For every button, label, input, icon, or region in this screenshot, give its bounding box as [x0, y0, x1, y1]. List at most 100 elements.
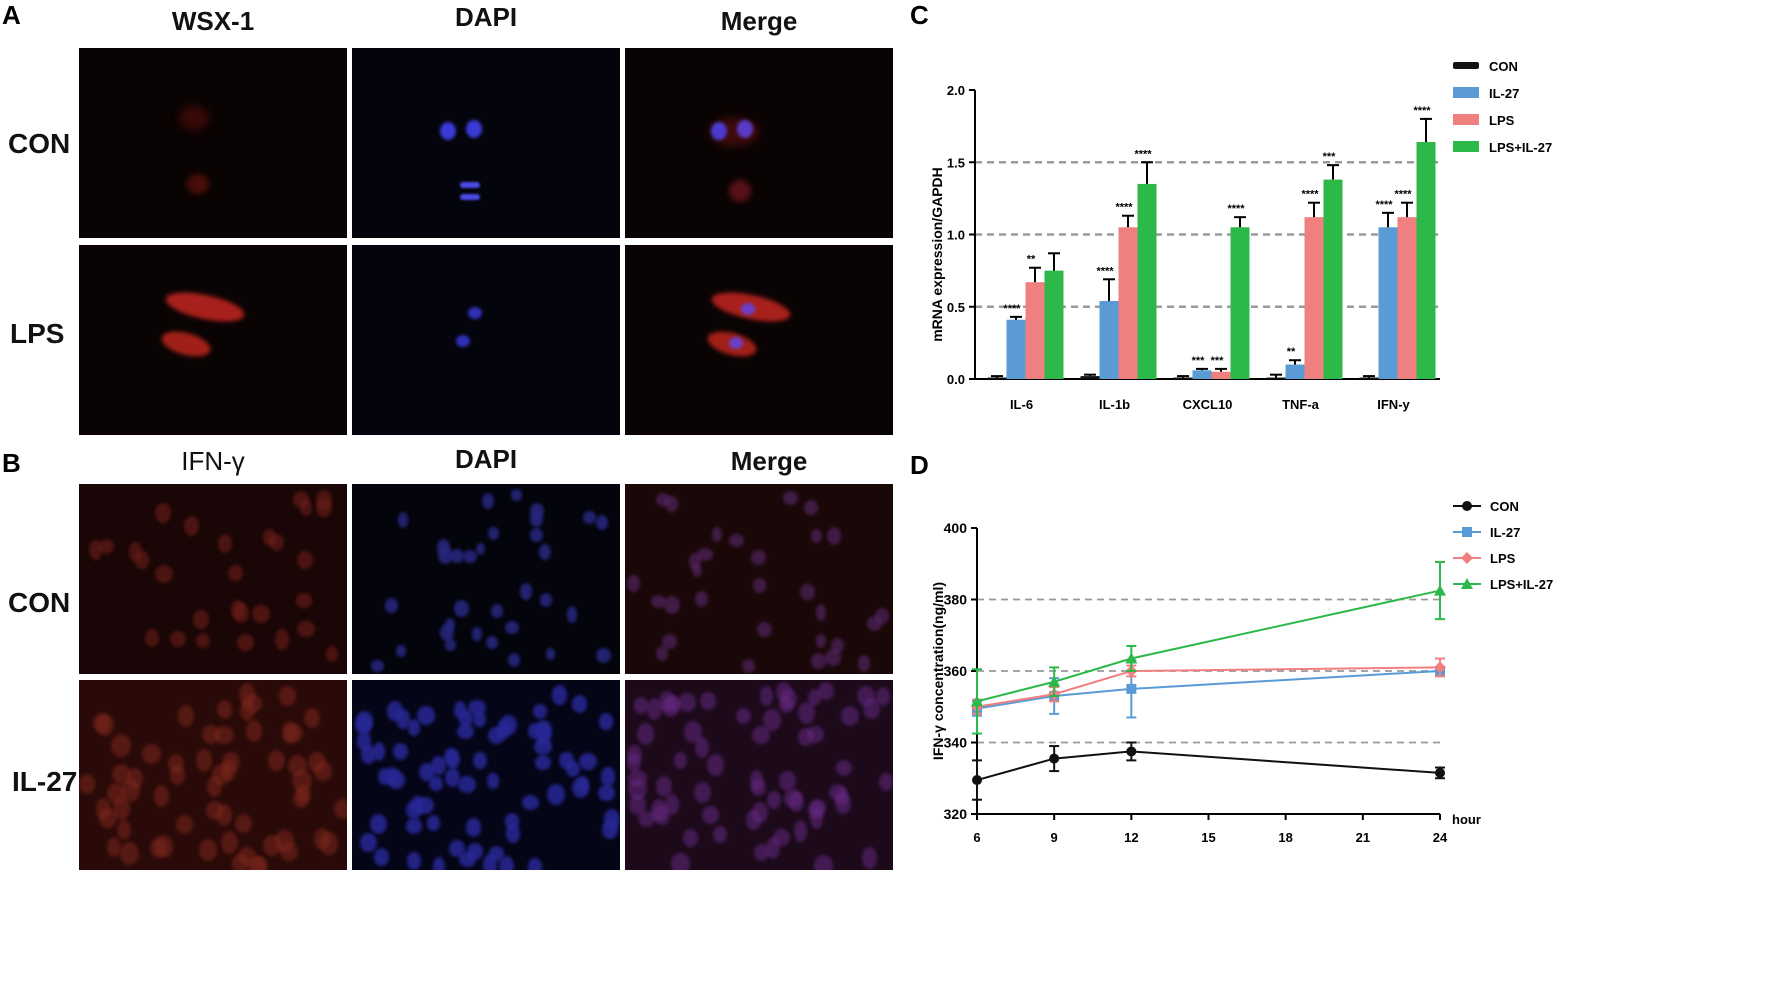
nucleus — [410, 795, 424, 814]
nucleus — [674, 752, 688, 769]
nucleus — [533, 704, 547, 720]
significance-label: **** — [1134, 148, 1152, 160]
nucleus — [762, 709, 782, 731]
nucleus — [798, 727, 815, 747]
nucleus — [406, 818, 422, 834]
nucleus — [567, 605, 577, 623]
y-tick-label: 400 — [944, 520, 968, 536]
nucleus — [231, 854, 250, 870]
nucleus — [504, 812, 520, 831]
nucleus — [437, 539, 451, 556]
nucleus — [650, 799, 668, 821]
nucleus — [79, 774, 96, 794]
nucleus — [456, 723, 474, 739]
nucleus — [239, 699, 255, 721]
nucleus — [154, 502, 171, 523]
col-header-a-3: Merge — [720, 6, 798, 36]
micrograph-b-il27-merge — [625, 680, 893, 870]
data-point — [1126, 746, 1137, 757]
nucleus — [486, 636, 499, 650]
x-tick-label: 15 — [1201, 830, 1215, 845]
micrograph-a-con-wsx1 — [79, 48, 347, 238]
nucleus — [751, 725, 771, 744]
nucleus — [782, 490, 799, 506]
significance-label: **** — [1227, 203, 1245, 215]
legend-marker — [1461, 578, 1473, 589]
row-label-a-2: LPS — [10, 318, 65, 349]
nucleus — [578, 752, 597, 771]
nucleus — [510, 489, 523, 501]
nucleus — [395, 708, 410, 730]
legend-marker — [1461, 552, 1473, 564]
nucleus — [695, 590, 708, 607]
nucleus — [440, 122, 456, 140]
nucleus — [314, 761, 333, 781]
x-tick-label: IL-1b — [1099, 397, 1130, 412]
nucleus — [274, 829, 294, 852]
panel-label-c: C — [910, 0, 929, 30]
nucleus — [824, 648, 841, 667]
nucleus — [384, 597, 399, 614]
bar — [1006, 319, 1026, 379]
nucleus — [729, 533, 744, 547]
nucleus — [678, 692, 696, 713]
series-line — [976, 666, 1441, 708]
y-tick-label: 360 — [944, 663, 968, 679]
nucleus — [176, 815, 193, 835]
legend-marker — [1462, 527, 1472, 537]
nucleus — [650, 594, 667, 609]
nucleus — [753, 578, 767, 593]
row-label-b-1: CON — [8, 587, 71, 618]
nucleus — [487, 527, 500, 541]
nucleus — [98, 539, 115, 555]
nucleus — [521, 794, 539, 810]
nucleus — [797, 702, 816, 724]
nucleus — [545, 647, 556, 660]
nucleus — [815, 633, 827, 649]
bar — [1230, 227, 1250, 379]
cell-signal — [163, 286, 247, 328]
legend-label: IL-27 — [1489, 86, 1519, 101]
nucleus — [117, 819, 132, 840]
micrograph-b-con-merge — [625, 484, 893, 674]
nucleus — [325, 646, 338, 663]
micrograph-a-con-merge — [625, 48, 893, 238]
legend-marker — [1462, 501, 1472, 511]
nucleus — [659, 691, 676, 713]
nucleus — [571, 695, 587, 713]
series-line — [976, 750, 1441, 782]
nucleus — [296, 784, 312, 803]
y-tick-label: 2.0 — [947, 83, 965, 98]
nucleus — [217, 534, 232, 553]
nucleus — [598, 785, 616, 802]
nucleus — [803, 499, 819, 515]
nucleus — [221, 751, 240, 773]
panel-label-b: B — [2, 448, 21, 478]
nucleus — [369, 813, 387, 834]
legend-label: LPS — [1489, 113, 1515, 128]
nucleus — [815, 604, 826, 621]
nucleus — [88, 540, 102, 560]
nucleus — [663, 595, 680, 615]
nucleus — [96, 797, 111, 820]
nucleus — [713, 825, 727, 844]
nucleus — [490, 603, 504, 619]
nucleus — [396, 645, 406, 658]
nucleus — [463, 550, 478, 563]
bar — [1211, 371, 1231, 379]
x-tick-label: 24 — [1433, 830, 1448, 845]
x-tick-label: 6 — [973, 830, 980, 845]
nucleus — [284, 724, 303, 743]
nucleus — [155, 835, 174, 859]
nucleus — [547, 784, 565, 806]
nucleus — [671, 853, 690, 870]
nucleus — [144, 628, 160, 648]
nucleus — [445, 638, 456, 652]
nucleus — [655, 645, 668, 662]
legend-swatch — [1453, 62, 1479, 69]
nucleus — [841, 705, 860, 727]
y-axis-label: mRNA expression/GAPDH — [929, 167, 945, 342]
nucleus — [694, 737, 709, 759]
nucleus — [193, 609, 209, 629]
nucleus — [691, 563, 703, 577]
